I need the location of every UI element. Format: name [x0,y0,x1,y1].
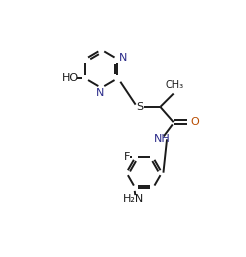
Text: N: N [96,88,105,98]
Text: F: F [123,152,130,162]
Text: N: N [119,53,127,63]
Text: CH₃: CH₃ [166,80,184,90]
Text: O: O [190,117,199,127]
Text: S: S [136,102,143,112]
Text: HO: HO [62,73,79,83]
Text: NH: NH [154,134,171,144]
Text: H₂N: H₂N [123,194,144,204]
